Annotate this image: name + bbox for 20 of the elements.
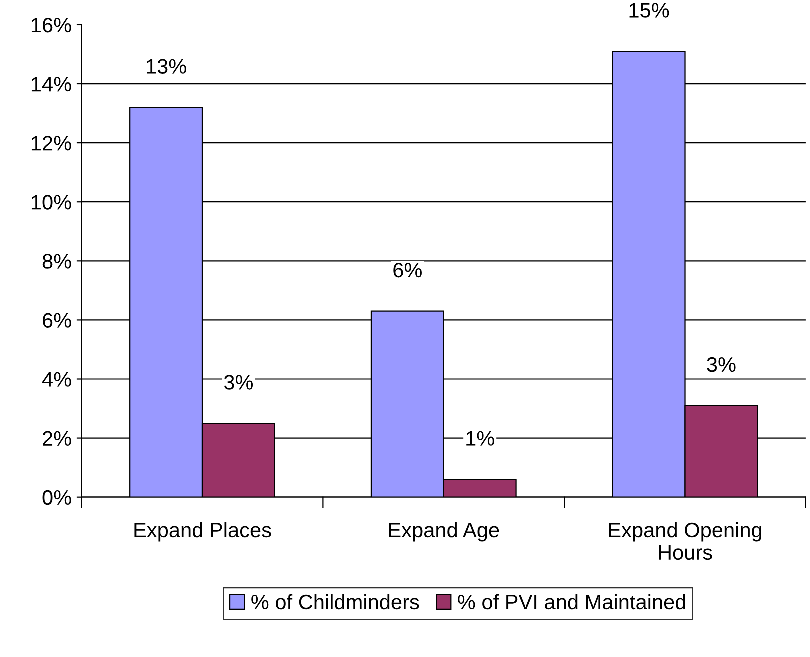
data-label: 6% <box>394 262 422 278</box>
y-tick-label: 16% <box>32 18 72 33</box>
data-label: 15% <box>630 3 670 18</box>
y-tick-label: 6% <box>43 313 72 328</box>
data-label: 3% <box>707 357 736 372</box>
data-label: 1% <box>466 431 494 446</box>
y-tick-label: 8% <box>42 254 72 269</box>
data-label: 3% <box>224 375 254 390</box>
y-tick-label: 10% <box>32 195 72 210</box>
data-label: 13% <box>147 59 186 74</box>
x-tick-label: Expand Places <box>134 522 272 542</box>
x-tick-label: Expand Age <box>389 522 500 542</box>
y-tick-label: 14% <box>32 77 72 92</box>
y-tick-label: 2% <box>43 431 72 446</box>
legend-label: % of PVI and Maintained <box>458 594 686 610</box>
y-tick-label: 0% <box>42 490 72 506</box>
y-tick-label: 4% <box>42 372 72 387</box>
x-tick-label: Expand Opening Hours <box>609 522 762 560</box>
legend-label: % of Childminders <box>252 594 420 610</box>
y-tick-label: 12% <box>32 136 72 151</box>
